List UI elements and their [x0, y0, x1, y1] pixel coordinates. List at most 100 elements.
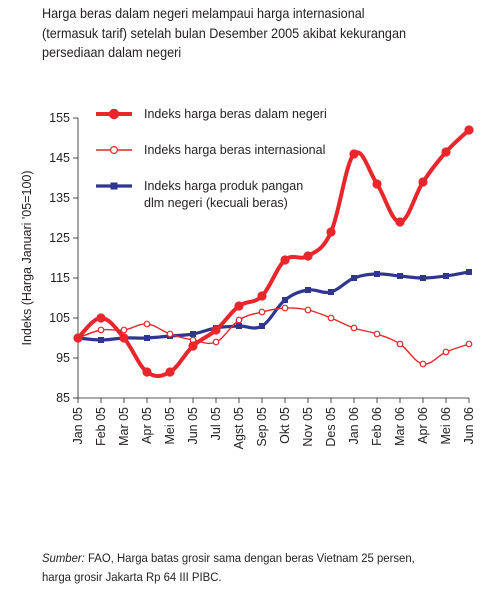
data-point	[234, 301, 244, 311]
legend-item-2: Indeks harga produk pangan dlm negeri (ke…	[96, 179, 303, 210]
data-point	[166, 330, 174, 338]
x-tick-label: Jun 06	[462, 407, 476, 445]
series-0	[73, 125, 474, 379]
data-point	[165, 367, 175, 377]
data-point	[374, 271, 380, 277]
legend-label: Indeks harga beras internasional	[144, 143, 325, 157]
source-line-2: harga grosir Jakarta Rp 64 III PIBC.	[42, 570, 222, 584]
y-axis-label: Indeks (Harga Januari '05=100)	[20, 170, 34, 345]
y-tick-label: 125	[49, 231, 70, 245]
legend-label: Indeks harga beras dalam negeri	[144, 107, 327, 121]
data-point	[372, 179, 382, 189]
chart-title-line-2: (termasuk tarif) setelah bulan Desember …	[42, 25, 407, 41]
y-tick-label: 105	[49, 311, 70, 325]
data-point	[235, 316, 243, 324]
data-point	[282, 297, 288, 303]
legend-item-1: Indeks harga beras internasional	[96, 143, 325, 157]
data-point	[236, 323, 242, 329]
y-tick-label: 85	[56, 391, 70, 405]
chart-title-line-3: persediaan dalam negeri	[42, 45, 182, 60]
legend-swatch-marker	[108, 108, 120, 120]
source-text-1: FAO, Harga batas grosir sama dengan bera…	[84, 551, 415, 565]
data-point	[211, 325, 221, 335]
data-point	[144, 335, 150, 341]
data-point	[328, 289, 334, 295]
x-tick-label: Jan 06	[347, 407, 361, 445]
x-tick-label: Okt 05	[278, 407, 292, 444]
data-point	[97, 326, 105, 334]
data-point	[464, 125, 474, 135]
x-tick-label: Agst 05	[232, 407, 246, 449]
data-point	[326, 227, 336, 237]
source-line-1: Sumber: FAO, Harga batas grosir sama den…	[42, 549, 451, 568]
data-point	[443, 273, 449, 279]
y-tick-label: 145	[49, 151, 70, 165]
series-1	[74, 304, 473, 368]
x-tick-label: Sep 05	[255, 407, 269, 447]
data-point	[351, 275, 357, 281]
x-tick-label: Feb 05	[94, 407, 108, 446]
x-tick-label: Mar 06	[393, 407, 407, 446]
data-point	[373, 330, 381, 338]
chart-title-line-1: Harga beras dalam negeri melampaui harga…	[42, 6, 365, 21]
data-point	[190, 331, 196, 337]
legend-swatch-marker	[110, 182, 118, 190]
legend-swatch-marker	[109, 146, 118, 155]
data-point	[303, 251, 313, 261]
x-tick-label: Des 05	[324, 407, 338, 447]
data-point	[465, 340, 473, 348]
legend-item-0: Indeks harga beras dalam negeri	[96, 107, 327, 121]
data-point	[120, 326, 128, 334]
data-point	[73, 333, 83, 343]
data-point	[98, 337, 104, 343]
x-tick-label: Mei 06	[439, 407, 453, 445]
source-note: Sumber: FAO, Harga batas grosir sama den…	[42, 549, 451, 587]
source-label: Sumber:	[42, 551, 85, 565]
legend-label: Indeks harga produk pangan	[144, 179, 303, 193]
data-point	[281, 304, 289, 312]
x-tick-label: Mei 05	[163, 407, 177, 445]
chart-axes: 85 95 105 115 125 135 145 155 Indeks (Harga Janu…	[20, 111, 476, 449]
chart-title: Harga beras dalam negeri melampaui harga…	[42, 4, 451, 63]
series-layer	[73, 125, 474, 379]
data-point	[396, 340, 404, 348]
data-point	[418, 177, 428, 187]
data-point	[466, 269, 472, 275]
data-point	[258, 308, 266, 316]
x-tick-label: Jan 05	[71, 407, 85, 445]
data-point	[259, 323, 265, 329]
legend: Indeks harga beras dalam negeri Indeks ha…	[96, 107, 327, 210]
y-tick-label: 95	[56, 351, 70, 365]
data-point	[257, 291, 267, 301]
y-tick-label: 115	[50, 271, 70, 285]
data-point	[142, 367, 152, 377]
x-tick-label: Jun 05	[186, 407, 200, 445]
data-point	[327, 314, 335, 322]
data-point	[280, 255, 290, 265]
x-tick-label: Apr 05	[140, 407, 154, 444]
data-point	[397, 273, 403, 279]
data-point	[305, 287, 311, 293]
x-tick-label: Jul 05	[209, 407, 223, 440]
data-point	[395, 217, 405, 227]
data-point	[442, 348, 450, 356]
data-point	[188, 341, 198, 351]
data-point	[212, 338, 220, 346]
series-line	[76, 270, 471, 342]
y-tick-label: 155	[49, 111, 70, 125]
data-point	[419, 360, 427, 368]
x-tick-label: Mar 05	[117, 407, 131, 446]
x-tick-label: Apr 06	[416, 407, 430, 444]
legend-label: dlm negeri (kecuali beras)	[144, 196, 288, 210]
data-point	[119, 333, 129, 343]
data-point	[350, 324, 358, 332]
data-point	[349, 149, 359, 159]
data-point	[143, 320, 151, 328]
data-point	[441, 147, 451, 157]
data-point	[420, 275, 426, 281]
x-tick-label: Nov 05	[301, 407, 315, 447]
data-point	[304, 306, 312, 314]
data-point	[96, 313, 106, 323]
y-tick-label: 135	[49, 191, 70, 205]
